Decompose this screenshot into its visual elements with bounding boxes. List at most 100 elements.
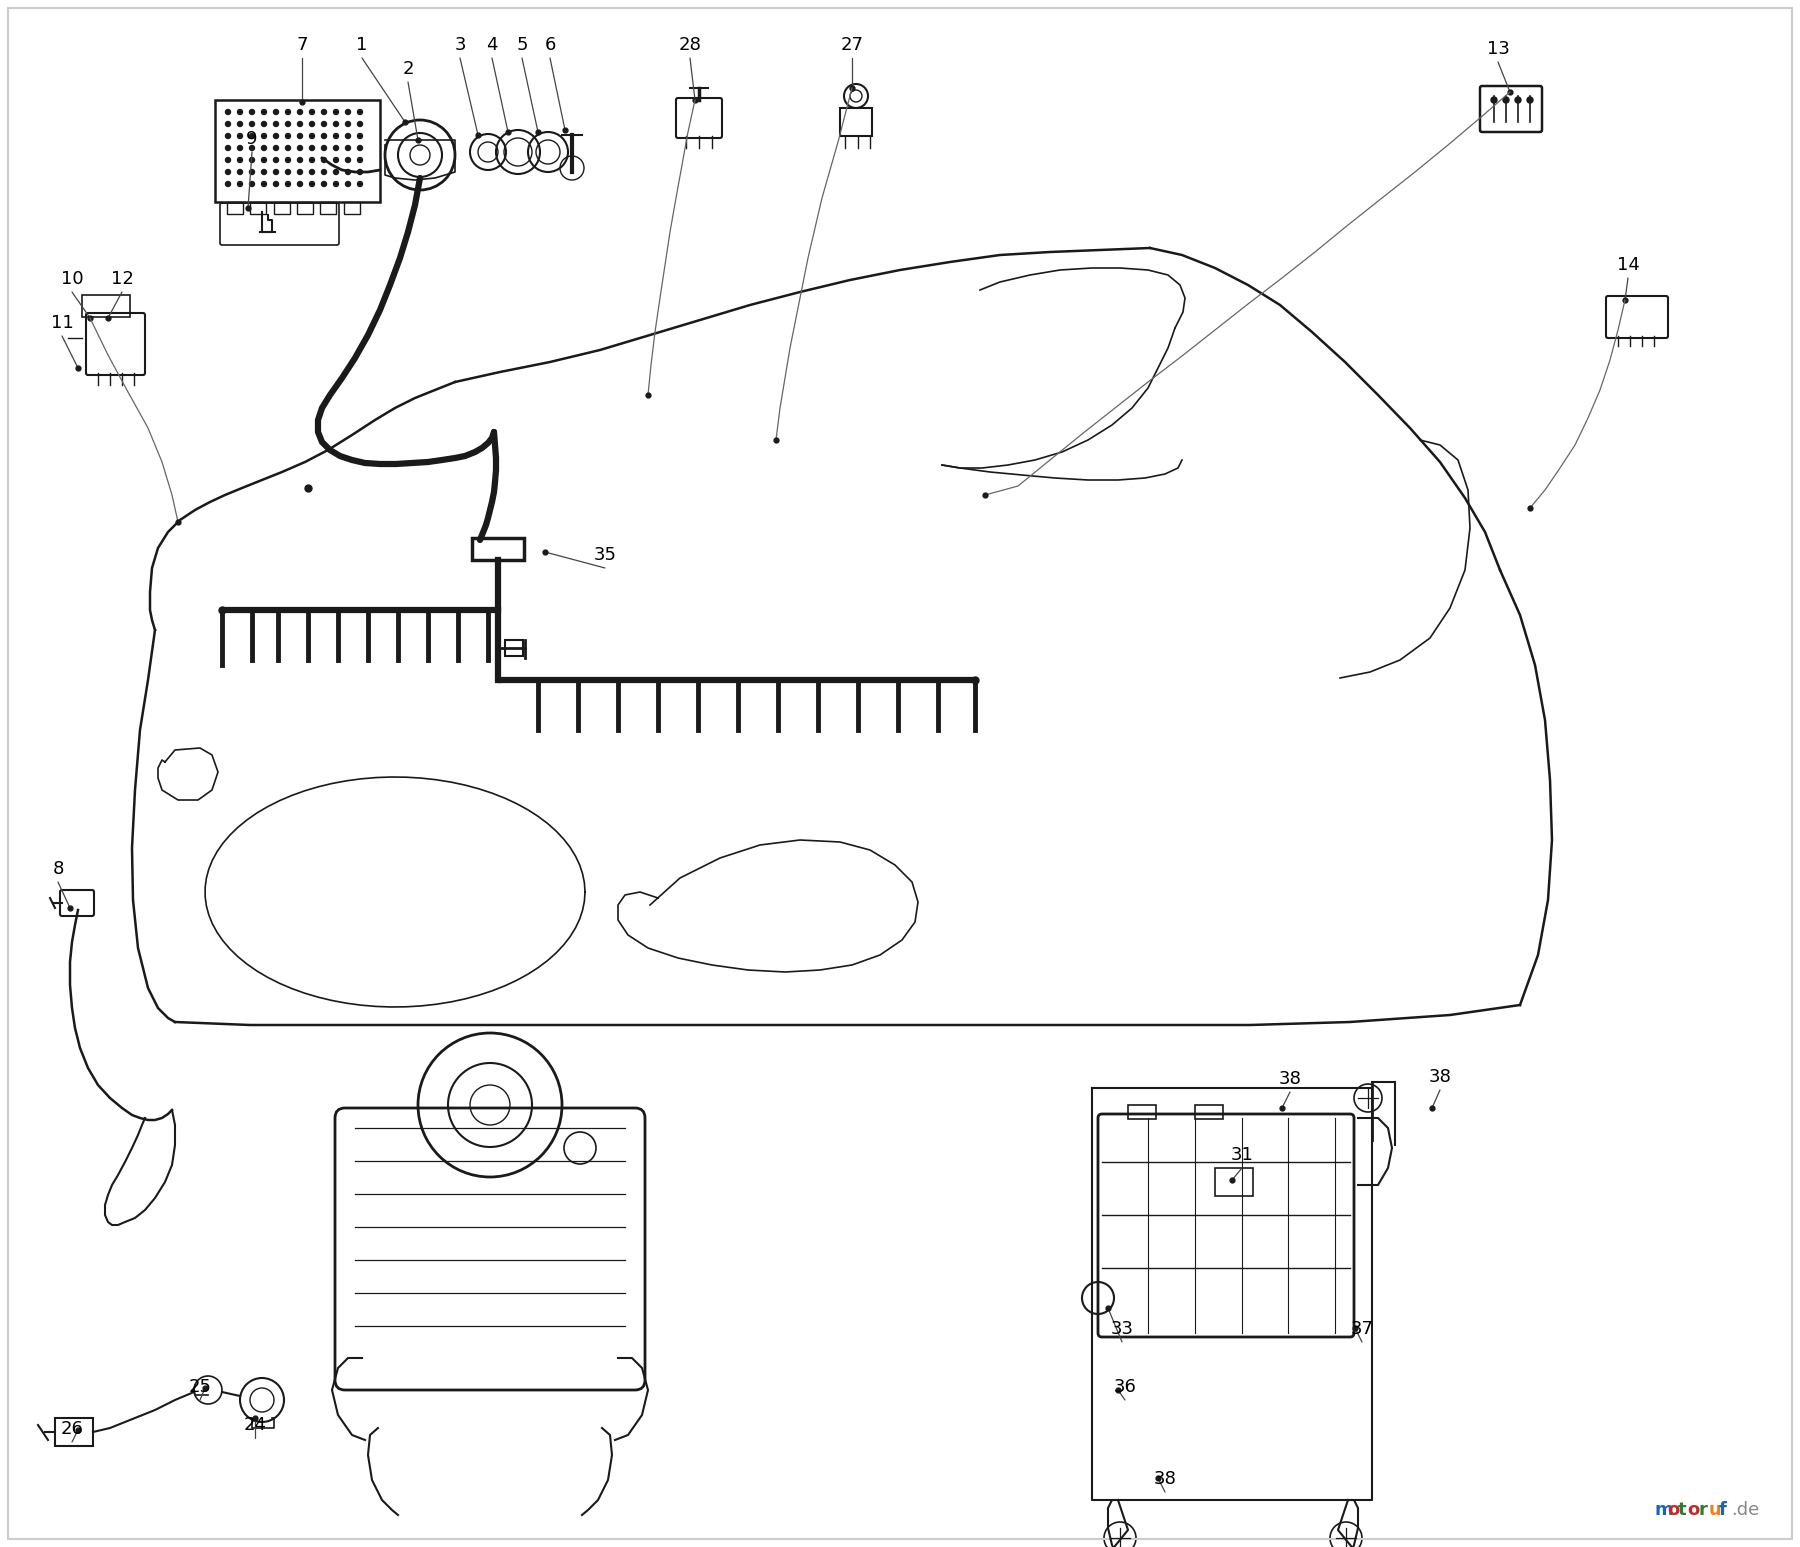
Circle shape (286, 158, 290, 162)
Bar (344, 203, 360, 213)
Bar (250, 203, 266, 213)
Circle shape (297, 133, 302, 139)
Text: 7: 7 (297, 36, 308, 54)
Circle shape (346, 158, 351, 162)
Circle shape (358, 122, 362, 127)
Circle shape (297, 181, 302, 187)
Circle shape (225, 170, 230, 175)
Circle shape (322, 133, 326, 139)
Circle shape (261, 110, 266, 114)
Circle shape (322, 158, 326, 162)
Circle shape (250, 158, 254, 162)
Text: 38: 38 (1278, 1071, 1301, 1088)
Circle shape (225, 158, 230, 162)
Circle shape (322, 170, 326, 175)
Text: 5: 5 (517, 36, 527, 54)
Text: 1: 1 (356, 36, 367, 54)
Bar (472, 538, 524, 560)
Circle shape (238, 110, 243, 114)
Circle shape (250, 170, 254, 175)
Circle shape (250, 133, 254, 139)
Text: 6: 6 (544, 36, 556, 54)
Circle shape (225, 122, 230, 127)
Text: m: m (1654, 1501, 1674, 1519)
Circle shape (297, 158, 302, 162)
Bar (320, 203, 337, 213)
Text: 27: 27 (841, 36, 864, 54)
Circle shape (238, 170, 243, 175)
Circle shape (310, 133, 315, 139)
Circle shape (322, 110, 326, 114)
Text: f: f (1719, 1501, 1726, 1519)
Circle shape (238, 133, 243, 139)
Circle shape (261, 133, 266, 139)
Text: 24: 24 (243, 1416, 266, 1434)
Circle shape (358, 158, 362, 162)
Circle shape (346, 181, 351, 187)
Circle shape (250, 110, 254, 114)
Text: 4: 4 (486, 36, 499, 54)
Circle shape (261, 122, 266, 127)
Circle shape (238, 181, 243, 187)
Circle shape (297, 145, 302, 150)
Circle shape (238, 122, 243, 127)
Bar (297, 203, 313, 213)
Text: 8: 8 (52, 860, 63, 879)
Circle shape (250, 122, 254, 127)
Circle shape (250, 145, 254, 150)
Circle shape (346, 110, 351, 114)
Circle shape (225, 181, 230, 187)
Circle shape (261, 170, 266, 175)
Circle shape (1503, 97, 1508, 104)
Circle shape (310, 122, 315, 127)
Circle shape (286, 122, 290, 127)
Bar (1195, 1105, 1222, 1118)
Text: 9: 9 (247, 130, 257, 149)
Circle shape (358, 133, 362, 139)
Bar (1215, 1168, 1253, 1196)
Text: 37: 37 (1350, 1320, 1373, 1338)
Circle shape (274, 170, 279, 175)
Circle shape (225, 133, 230, 139)
Circle shape (333, 110, 338, 114)
Circle shape (274, 122, 279, 127)
Circle shape (274, 145, 279, 150)
Circle shape (333, 158, 338, 162)
Circle shape (286, 110, 290, 114)
Text: 12: 12 (110, 271, 133, 288)
Bar (841, 108, 871, 136)
Circle shape (310, 181, 315, 187)
Circle shape (346, 145, 351, 150)
Circle shape (1516, 97, 1521, 104)
Bar (1129, 1105, 1156, 1118)
Circle shape (333, 170, 338, 175)
Circle shape (297, 122, 302, 127)
Circle shape (250, 181, 254, 187)
Circle shape (322, 122, 326, 127)
Text: 3: 3 (454, 36, 466, 54)
Text: 38: 38 (1429, 1067, 1451, 1086)
Circle shape (286, 170, 290, 175)
Circle shape (297, 170, 302, 175)
Text: .de: .de (1732, 1501, 1759, 1519)
Bar (214, 101, 380, 203)
Text: o: o (1667, 1501, 1679, 1519)
Text: r: r (1697, 1501, 1706, 1519)
Text: u: u (1708, 1501, 1723, 1519)
Circle shape (286, 181, 290, 187)
Bar (506, 640, 524, 656)
Bar (56, 1419, 94, 1446)
Circle shape (358, 110, 362, 114)
Text: t: t (1678, 1501, 1687, 1519)
Circle shape (333, 133, 338, 139)
Text: 38: 38 (1154, 1470, 1177, 1488)
Bar (227, 203, 243, 213)
Text: 31: 31 (1231, 1146, 1253, 1163)
Circle shape (333, 181, 338, 187)
Circle shape (322, 181, 326, 187)
Bar (83, 295, 130, 317)
Circle shape (358, 181, 362, 187)
Text: 10: 10 (61, 271, 83, 288)
Circle shape (286, 145, 290, 150)
Circle shape (346, 170, 351, 175)
